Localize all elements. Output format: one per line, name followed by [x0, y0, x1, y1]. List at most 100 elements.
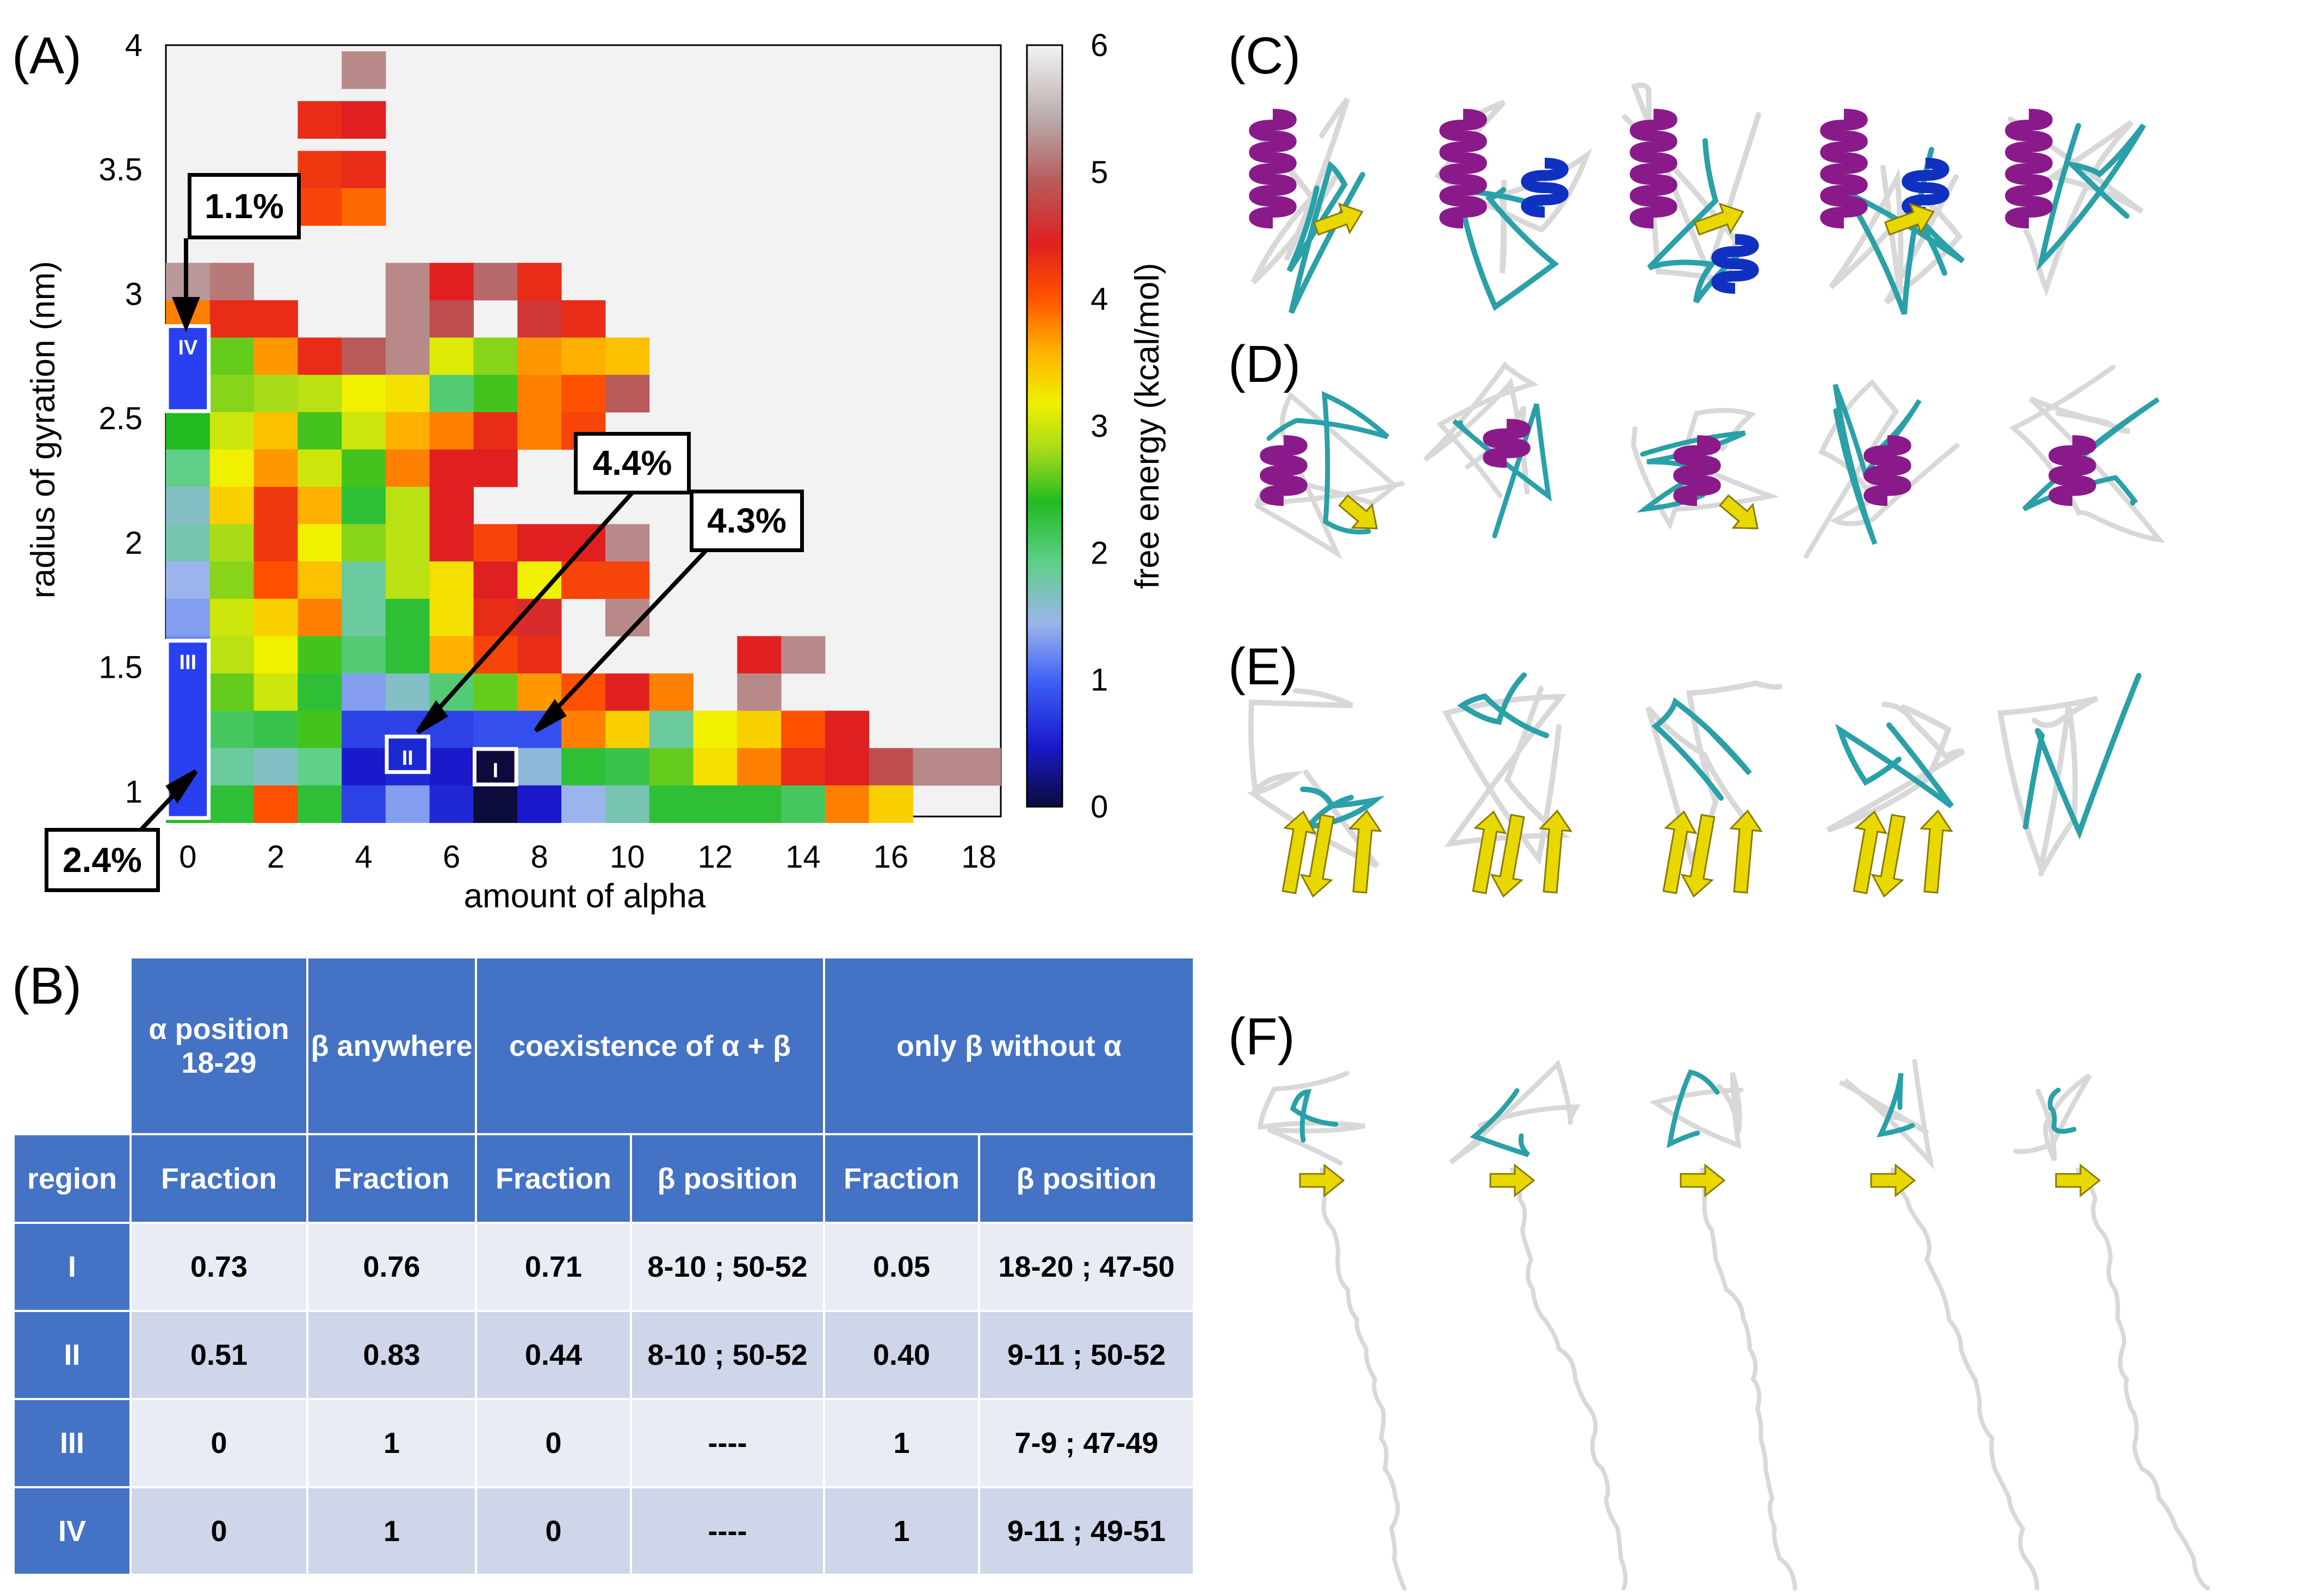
heatmap-cell: [649, 673, 693, 712]
heatmap-cell: [473, 785, 518, 823]
heatmap-cell: [298, 449, 342, 487]
heatmap-cell: [957, 748, 1001, 786]
table-sub-header: Fraction: [825, 1135, 980, 1224]
heatmap-cell: [561, 748, 606, 786]
heatmap-cell: [209, 263, 255, 301]
heatmap-cell: [517, 300, 562, 338]
heatmap-cell: [385, 524, 430, 562]
table-cell: 9-11 ; 49-51: [980, 1488, 1195, 1576]
beta-strand: [1299, 1163, 1345, 1198]
three-ten-helix: [1711, 234, 1759, 294]
heatmap-cell: [253, 561, 298, 599]
table-cell: 7-9 ; 47-49: [980, 1400, 1195, 1488]
heatmap-cell: [473, 673, 518, 712]
alpha-helix: [1820, 109, 1868, 228]
heatmap-cell: [209, 598, 255, 636]
heatmap-cell: [342, 561, 386, 599]
beta-strand: [1490, 814, 1525, 898]
beta-strand: [1348, 809, 1382, 894]
heatmap-cell: [561, 785, 606, 823]
heatmap-cell: [209, 636, 255, 674]
turn-segment: [1266, 391, 1390, 535]
coil-tail: [1320, 1167, 1407, 1591]
table-cell: 1: [308, 1488, 477, 1576]
coil-segment: [1826, 702, 1965, 833]
x-tick-label: 18: [961, 839, 996, 875]
table-sub-header: Fraction: [132, 1135, 308, 1224]
beta-strand: [1870, 1163, 1916, 1198]
y-tick-label: 2: [125, 525, 143, 561]
beta-strand: [1680, 814, 1716, 898]
heatmap-cell: [209, 673, 255, 712]
turn-segment: [1647, 138, 1752, 304]
heatmap-cell: [517, 748, 562, 786]
colorbar-tick-label: 2: [1091, 535, 1108, 571]
heatmap-cell: [253, 748, 298, 786]
heatmap-cell: [209, 300, 255, 338]
heatmap-cell: [342, 101, 386, 139]
y-tick-label: 1: [125, 774, 143, 809]
heatmap-cell: [298, 673, 342, 712]
heatmap-cell: [429, 337, 474, 375]
arrowhead-1-1: [172, 297, 200, 332]
alpha-helix: [1260, 435, 1308, 506]
heatmap-cell: [429, 785, 474, 823]
heatmap-cell: [605, 785, 650, 823]
heatmap-cell: [781, 710, 826, 748]
y-tick-label: 2.5: [98, 401, 143, 436]
table-cell: 0.40: [825, 1312, 980, 1400]
turn-segment: [1832, 383, 1922, 545]
table-row-label: III: [15, 1400, 132, 1488]
turn-segment: [1667, 1069, 1720, 1148]
heatmap-cell: [209, 561, 255, 599]
coil-tail: [1700, 1167, 1797, 1591]
heatmap-cell: [649, 785, 693, 823]
three-ten-helix: [1521, 158, 1569, 218]
heatmap-cell: [737, 673, 782, 712]
heatmap-cell: [298, 375, 342, 413]
heatmap-cell: [517, 375, 562, 413]
turn-segment: [1286, 160, 1365, 314]
heatmap-cell: [517, 524, 562, 562]
heatmap-cell: [649, 710, 693, 748]
colorbar-label: free energy (kcal/mol): [1129, 263, 1166, 589]
heatmap-cell: [561, 375, 606, 413]
table-cell: 0.05: [825, 1224, 980, 1312]
arrow-4-3: [552, 548, 709, 713]
heatmap-cell: [253, 636, 298, 674]
turn-segment: [1457, 672, 1549, 738]
heatmap-cell: [298, 785, 342, 823]
heatmap-cell: [605, 375, 650, 413]
beta-strand: [2055, 1163, 2101, 1198]
y-tick-label: 4: [125, 28, 143, 63]
heatmap-cell: [737, 785, 782, 823]
panel-label-d: (D): [1228, 335, 1301, 393]
heatmap-cell: [209, 375, 255, 413]
heatmap-cell: [298, 337, 342, 375]
heatmap-cell: [166, 524, 210, 562]
table-cell: 1: [308, 1400, 477, 1488]
x-tick-label: 6: [443, 839, 460, 875]
heatmap-cell: [342, 748, 386, 786]
coil-tail: [1891, 1167, 2040, 1591]
heatmap-cell: [166, 486, 210, 524]
heatmap-cell: [561, 300, 606, 338]
coil-segment: [1254, 392, 1405, 560]
heatmap-cell: [298, 748, 342, 786]
x-tick-label: 4: [355, 839, 372, 875]
panel-label-b: (B): [12, 957, 82, 1015]
heatmap-cell: [473, 561, 518, 599]
turn-segment: [1470, 1088, 1531, 1158]
beta-strand: [1662, 810, 1698, 894]
turn-segment: [1290, 1089, 1339, 1143]
heatmap-cell: [473, 337, 518, 375]
colorbar-tick-label: 4: [1091, 282, 1108, 317]
heatmap-cell: [473, 710, 518, 748]
heatmap-cell: [605, 524, 650, 562]
heatmap-cell: [385, 561, 430, 599]
coil-segment: [2013, 1073, 2092, 1161]
colorbar-tick-label: 1: [1091, 663, 1108, 698]
table-cell: 1: [825, 1488, 980, 1576]
table-cell: ----: [632, 1488, 825, 1576]
beta-strand: [1281, 810, 1317, 894]
